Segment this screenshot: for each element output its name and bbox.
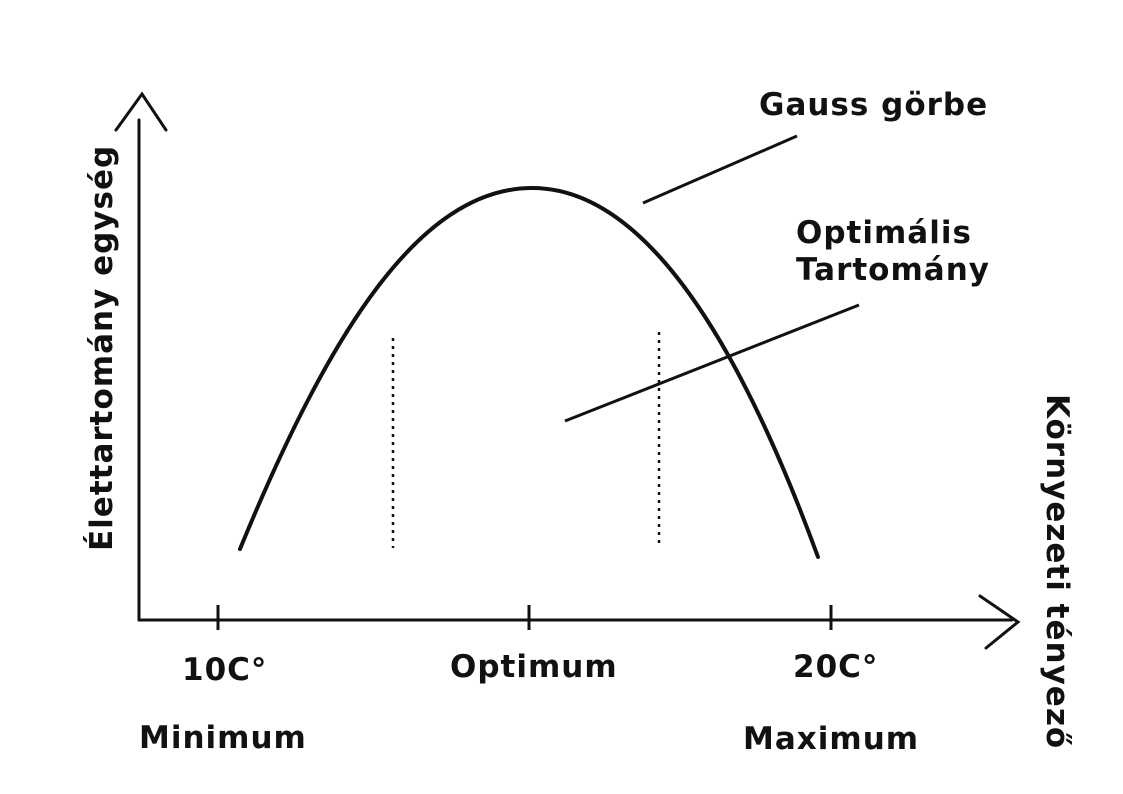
- tick-label-maximum: 20C°: [793, 649, 878, 685]
- gauss-curve: [238, 185, 820, 559]
- tick-label-minimum: 10C°: [182, 652, 267, 688]
- tick-marks: [216, 605, 833, 630]
- y-axis-arrowhead: [114, 91, 168, 132]
- range-label-line-1: Optimális: [796, 215, 972, 251]
- y-axis-title: Élettartomány egység: [84, 145, 120, 551]
- axes: [114, 91, 1021, 650]
- curve-label-leader-line: [642, 134, 798, 205]
- range-label-leader-line: [564, 303, 860, 423]
- caption-maximum: Maximum: [743, 721, 919, 757]
- x-axis-arrowhead: [978, 594, 1021, 650]
- curve-label: Gauss görbe: [759, 87, 988, 123]
- tick-label-optimum: Optimum: [450, 649, 618, 685]
- x-axis-title: Környezeti tényező: [1039, 394, 1075, 749]
- range-label-line-2: Tartomány: [796, 252, 990, 288]
- caption-minimum: Minimum: [139, 720, 307, 756]
